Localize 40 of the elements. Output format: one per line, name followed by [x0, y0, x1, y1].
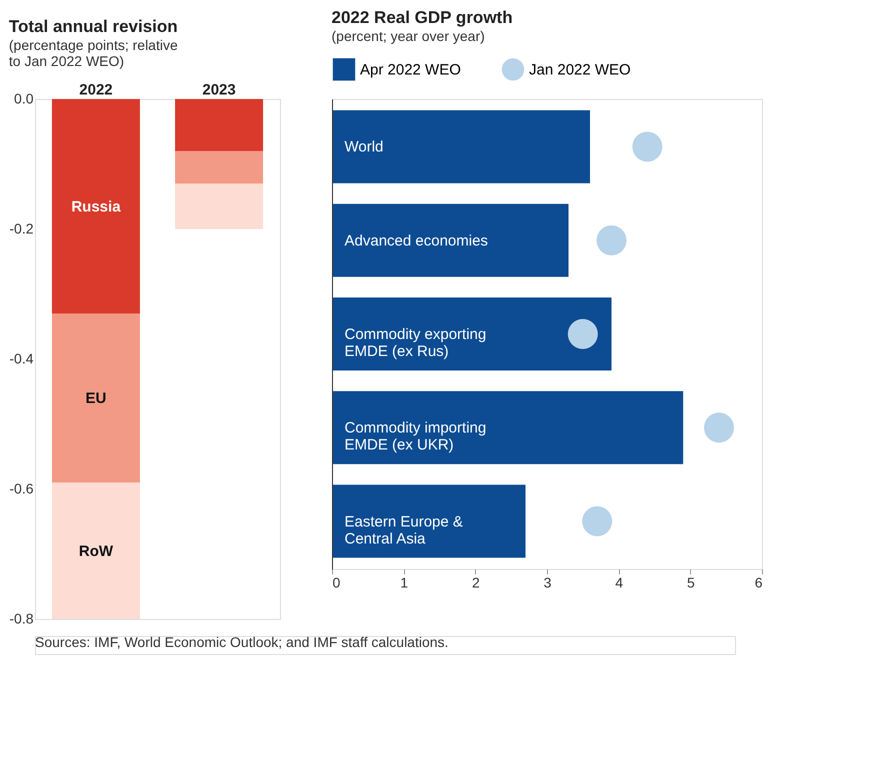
x-tick-label: 2	[472, 574, 480, 590]
x-tick-label: 2023	[202, 82, 236, 98]
x-tick-label: 6	[754, 574, 763, 590]
y-tick-label: -0.6	[9, 480, 34, 496]
source-note: Sources: IMF, World Economic Outlook; and IMF staff calculations.	[35, 634, 448, 650]
y-tick-label: -0.4	[9, 350, 34, 366]
bar	[175, 184, 264, 229]
y-tick-label: Eastern Europe & Central Asia	[344, 513, 463, 548]
chart-subtitle: (percent; year over year)	[332, 28, 485, 44]
point	[582, 506, 612, 536]
point	[596, 225, 626, 256]
legend-label: Apr 2022 WEO	[360, 61, 461, 78]
y-tick-label: World	[344, 138, 384, 156]
series-label: RoW	[78, 542, 114, 560]
point	[704, 412, 734, 443]
y-tick-label: -0.2	[9, 220, 34, 236]
x-tick-label: 5	[686, 574, 695, 590]
x-tick-label: 1	[400, 574, 408, 590]
x-tick-label: 0	[332, 574, 340, 590]
legend-label: Jan 2022 WEO	[529, 61, 631, 78]
y-tick-label: Advanced economies	[344, 232, 488, 250]
y-tick-label: -0.8	[9, 610, 34, 626]
x-tick-label: 4	[615, 574, 624, 590]
y-tick-label: 0.0	[14, 90, 34, 106]
bar	[52, 314, 140, 482]
series-label: Russia	[71, 198, 122, 216]
chart-title: Total annual revision	[8, 17, 178, 36]
chart-subtitle: (percentage points; relative to Jan 2022 WEO)	[8, 37, 178, 69]
bar	[175, 151, 264, 184]
series-label: EU	[86, 390, 106, 407]
point	[568, 319, 598, 349]
bar	[52, 482, 140, 619]
bar	[52, 99, 140, 314]
x-tick-label: 3	[544, 574, 552, 590]
point	[632, 132, 662, 162]
y-tick-label: Commodity importing EMDE (ex UKR)	[344, 420, 486, 454]
chart-title: 2022 Real GDP growth	[332, 8, 513, 27]
x-tick-label: 2022	[79, 82, 113, 98]
bar	[175, 99, 264, 151]
y-tick-label: Commodity exporting EMDE (ex Rus)	[344, 326, 486, 360]
